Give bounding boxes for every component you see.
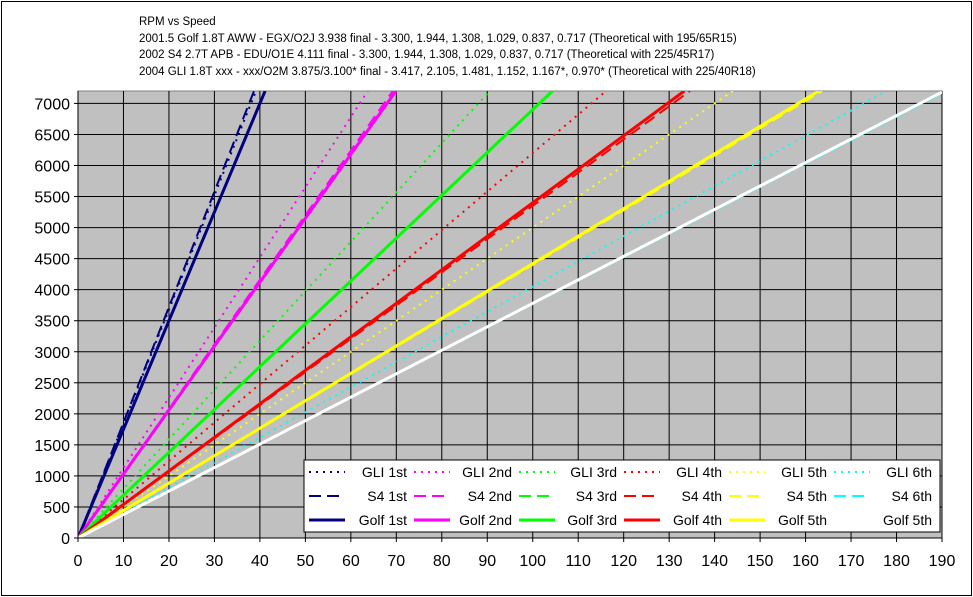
series-line-golf-5th — [78, 91, 820, 538]
chart-title-block: RPM vs Speed 2001.5 Golf 1.8T AWW - EGX/… — [139, 14, 756, 80]
x-tick-label: 10 — [115, 553, 133, 570]
y-tick-label: 5500 — [34, 190, 70, 207]
legend-label: GLI 5th — [781, 464, 827, 480]
axes: 0 10 20 30 40 50 60 70 80 90 100 110 120 130 140 150 160… — [34, 91, 955, 570]
chart-subtitle-gli: 2004 GLI 1.8T xxx - xxx/O2M 3.875/3.100*… — [139, 65, 756, 78]
y-tick-label: 5000 — [34, 221, 70, 238]
y-tick-label: 2500 — [34, 376, 70, 393]
legend-label: Golf 2nd — [459, 512, 512, 528]
x-tick-label: 50 — [296, 553, 314, 570]
x-tick-label: 60 — [342, 553, 360, 570]
chart-title: RPM vs Speed — [139, 16, 216, 28]
x-tick-label: 150 — [747, 553, 774, 570]
y-tick-label: 2000 — [34, 407, 70, 424]
legend-label: S4 4th — [682, 488, 722, 504]
x-tick-label: 100 — [519, 553, 546, 570]
series-layer — [78, 91, 942, 538]
chart-subtitle-golf: 2001.5 Golf 1.8T AWW - EGX/O2J 3.938 fin… — [139, 32, 737, 45]
legend-label: S4 5th — [787, 488, 827, 504]
legend-label: GLI 6th — [886, 464, 932, 480]
x-tick-label: 170 — [838, 553, 865, 570]
series-line-s4-1st — [78, 91, 255, 538]
x-tick-label: 70 — [387, 553, 405, 570]
x-tick-label: 180 — [883, 553, 910, 570]
chart-subtitle-s4: 2002 S4 2.7T APB - EDU/O1E 4.111 final -… — [139, 49, 715, 61]
legend-label: S4 6th — [892, 488, 932, 504]
x-tick-label: 20 — [160, 553, 178, 570]
y-tick-label: 7000 — [34, 96, 70, 113]
series-line-golf-1st — [78, 91, 267, 538]
y-tick-label: 3500 — [34, 314, 70, 331]
x-tick-label: 0 — [74, 553, 83, 570]
legend-label: S4 1st — [367, 488, 407, 504]
series-line-gli-1st — [78, 91, 257, 538]
series-line-golf-3rd — [78, 91, 554, 538]
grid-lines — [78, 91, 943, 538]
y-tick-label: 500 — [43, 500, 70, 517]
y-tick-label: 6000 — [34, 159, 70, 176]
x-tick-label: 160 — [792, 553, 819, 570]
x-tick-label: 40 — [251, 553, 269, 570]
legend-label: GLI 3rd — [570, 464, 617, 480]
x-tick-label: 130 — [656, 553, 683, 570]
y-tick-label: 4000 — [34, 283, 70, 300]
x-tick-label: 80 — [433, 553, 451, 570]
x-tick-label: 30 — [206, 553, 224, 570]
y-tick-label: 6500 — [34, 127, 70, 144]
y-tick-label: 3000 — [34, 345, 70, 362]
y-tick-label: 0 — [61, 531, 70, 548]
series-line-gli-2nd — [78, 91, 369, 538]
legend-label: Golf 1st — [359, 512, 407, 528]
x-tick-label: 140 — [701, 553, 728, 570]
legend-label: S4 2nd — [468, 488, 512, 504]
series-line-golf-5th — [78, 91, 942, 538]
legend-label: GLI 4th — [676, 464, 722, 480]
x-tick-label: 110 — [565, 553, 591, 570]
x-tick-label: 190 — [929, 553, 956, 570]
legend-label: Golf 3rd — [567, 512, 617, 528]
series-line-golf-2nd — [78, 91, 398, 538]
x-tick-label: 120 — [610, 553, 637, 570]
y-tick-label: 1500 — [34, 438, 70, 455]
legend-label: GLI 2nd — [462, 464, 512, 480]
legend-label: S4 3rd — [576, 488, 617, 504]
legend-label: Golf 5th — [883, 512, 932, 528]
y-tick-label: 4500 — [34, 252, 70, 269]
legend-label: Golf 4th — [673, 512, 722, 528]
legend-label: Golf 5th — [778, 512, 827, 528]
series-line-golf-4th — [78, 91, 686, 538]
y-tick-label: 1000 — [34, 469, 70, 486]
legend-label: GLI 1st — [362, 464, 407, 480]
legend: GLI 1st GLI 2nd GLI 3rd GLI 4th GLI 5th GLI 6… — [303, 459, 941, 533]
x-tick-label: 90 — [478, 553, 496, 570]
